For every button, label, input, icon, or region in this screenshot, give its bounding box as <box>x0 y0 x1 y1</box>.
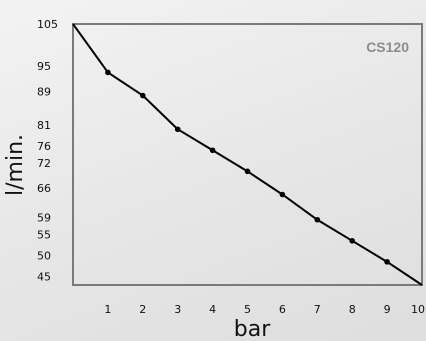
x-tick-label: 9 <box>384 303 391 316</box>
data-point <box>209 147 216 154</box>
y-tick-label: 55 <box>37 228 51 241</box>
x-tick-label: 3 <box>174 303 181 316</box>
y-tick-label: 45 <box>37 271 51 284</box>
y-axis-label: l/min. <box>3 134 28 196</box>
x-tick-label: 1 <box>104 303 111 316</box>
data-point <box>244 168 251 175</box>
y-tick-label: 95 <box>37 60 51 73</box>
data-point <box>174 126 181 133</box>
data-point <box>105 69 111 76</box>
y-tick-label: 76 <box>37 140 51 153</box>
x-tick-label: 10 <box>411 303 425 316</box>
y-tick-label: 59 <box>37 212 51 225</box>
x-tick-label: 7 <box>314 303 321 316</box>
x-tick-label: 8 <box>349 303 356 316</box>
data-point <box>349 237 356 244</box>
x-tick-label: 4 <box>209 303 216 316</box>
x-tick-label: 2 <box>139 303 146 316</box>
x-tick-label: 6 <box>279 303 286 316</box>
chart-title: CS120 <box>366 39 409 55</box>
y-tick-label: 89 <box>37 85 51 98</box>
data-point <box>384 259 390 265</box>
y-tick-label: 50 <box>37 250 51 263</box>
y-tick-label: 72 <box>37 157 51 170</box>
data-series <box>72 23 423 286</box>
x-axis-label: bar <box>234 317 271 341</box>
y-tick-labels: 105 95 89 81 76 72 66 59 55 50 45 <box>37 18 58 284</box>
plot-frame <box>72 23 423 286</box>
y-tick-label: 66 <box>37 182 51 195</box>
x-tick-label: 5 <box>244 303 251 316</box>
y-tick-label: 81 <box>37 119 51 132</box>
data-point <box>140 92 146 99</box>
x-tick-labels: 1 2 3 4 5 6 7 8 9 10 <box>104 303 425 316</box>
y-tick-label: 105 <box>37 18 58 31</box>
data-point <box>314 216 321 223</box>
data-point <box>279 191 286 198</box>
series-line <box>72 23 423 286</box>
